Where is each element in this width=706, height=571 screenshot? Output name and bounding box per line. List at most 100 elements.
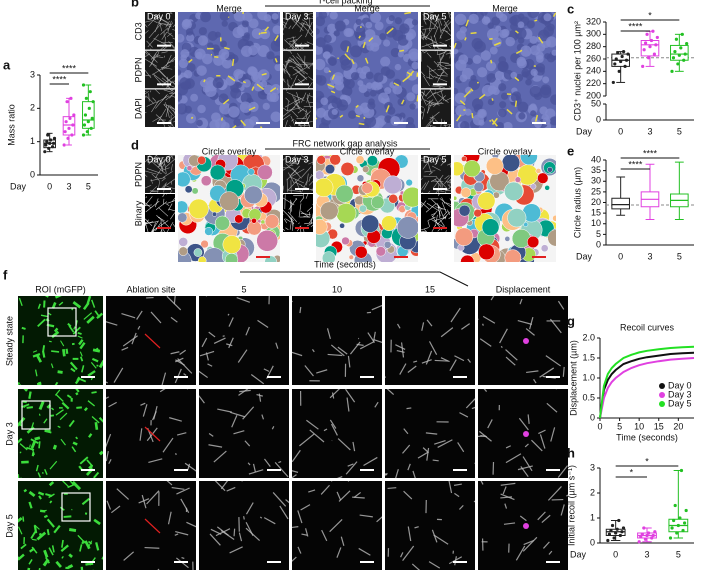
gap-circle — [405, 178, 413, 187]
fibre — [169, 105, 175, 110]
nucleus — [318, 12, 328, 20]
fibre — [45, 493, 53, 497]
row-label: PDPN — [133, 162, 143, 187]
fibre — [259, 126, 263, 128]
y-tick-label: 0 — [596, 114, 601, 124]
chart-title: Recoil curves — [620, 322, 675, 332]
fibre — [285, 227, 289, 230]
fibre — [289, 34, 303, 48]
scale-bar — [174, 561, 188, 563]
fibre — [283, 209, 294, 222]
data-point — [607, 532, 612, 536]
y-tick-label: 30 — [591, 176, 601, 186]
fibre — [292, 474, 297, 478]
nucleus — [370, 12, 382, 23]
scale-bar — [295, 83, 309, 86]
fibre — [299, 433, 315, 447]
y-axis-label: Displacement (µm) — [568, 340, 578, 416]
fibre — [431, 224, 436, 232]
texture — [178, 12, 280, 128]
data-point — [626, 52, 630, 56]
fibre — [149, 90, 152, 93]
panel-letter: f — [3, 267, 8, 282]
fibre — [228, 337, 234, 349]
nucleus — [340, 59, 353, 71]
fibre — [490, 296, 495, 301]
fibre — [463, 89, 472, 98]
fibre — [515, 49, 523, 55]
y-tick-label: 0 — [590, 412, 595, 422]
fibre — [48, 547, 54, 556]
section-title: T-cell packing — [317, 0, 372, 5]
fibre — [430, 178, 437, 183]
nucleus — [259, 28, 271, 40]
image-bg — [421, 89, 451, 127]
nucleus — [266, 91, 277, 102]
x-tick-label: 0 — [613, 549, 618, 559]
fibre — [21, 403, 30, 409]
data-point — [642, 48, 646, 52]
fibre — [44, 296, 49, 298]
time-rule — [240, 271, 469, 287]
fibre — [547, 486, 562, 501]
fibre — [458, 504, 464, 510]
gap-circle — [204, 227, 214, 236]
gap-circle — [537, 172, 549, 184]
fibre — [408, 70, 415, 78]
fibre — [245, 326, 250, 336]
fibre — [236, 297, 251, 303]
fibre — [489, 119, 492, 122]
fibre — [79, 356, 84, 362]
fibre — [82, 302, 90, 311]
nucleus — [525, 78, 532, 86]
data-point — [63, 130, 67, 134]
data-point — [618, 533, 622, 538]
row-label: Binary — [133, 200, 143, 226]
fibre — [222, 335, 225, 337]
texture — [385, 481, 475, 570]
fibre — [88, 540, 93, 545]
fibre — [399, 363, 407, 375]
fibre — [327, 353, 343, 357]
fibre — [557, 465, 568, 478]
fibre — [242, 12, 245, 15]
fibre — [288, 198, 298, 210]
fibre — [290, 74, 298, 89]
fibre — [101, 556, 103, 560]
fibre — [294, 96, 301, 112]
column-header: ROI (mGFP) — [35, 284, 86, 294]
fibre — [157, 568, 160, 570]
fibre — [94, 421, 99, 430]
fibre — [131, 332, 137, 345]
fibre — [340, 536, 345, 546]
nucleus — [199, 79, 209, 88]
fibre — [23, 488, 28, 493]
fibre — [447, 184, 450, 187]
gap-circle — [257, 164, 273, 181]
nucleus — [178, 33, 185, 43]
data-point — [82, 123, 87, 127]
micrograph — [178, 155, 280, 262]
fibre — [283, 23, 287, 29]
fibre — [154, 89, 161, 95]
micrograph — [145, 194, 175, 232]
nucleus — [473, 40, 486, 53]
fibre — [425, 89, 432, 96]
texture — [421, 12, 451, 50]
fibre — [422, 12, 434, 19]
significance-label: **** — [628, 159, 643, 169]
image-bg — [18, 296, 103, 385]
fibre — [503, 522, 516, 525]
fibre — [68, 553, 73, 558]
displacement-mark — [523, 523, 529, 529]
gap-circle — [329, 155, 341, 166]
y-tick-label: 280 — [586, 41, 601, 51]
micrograph — [316, 155, 418, 262]
fibre — [274, 35, 279, 42]
fibre — [442, 210, 448, 217]
fibre — [28, 490, 36, 498]
gap-circle — [222, 235, 242, 254]
nucleus — [182, 18, 191, 28]
fibre — [199, 395, 205, 404]
nucleus — [185, 28, 194, 36]
